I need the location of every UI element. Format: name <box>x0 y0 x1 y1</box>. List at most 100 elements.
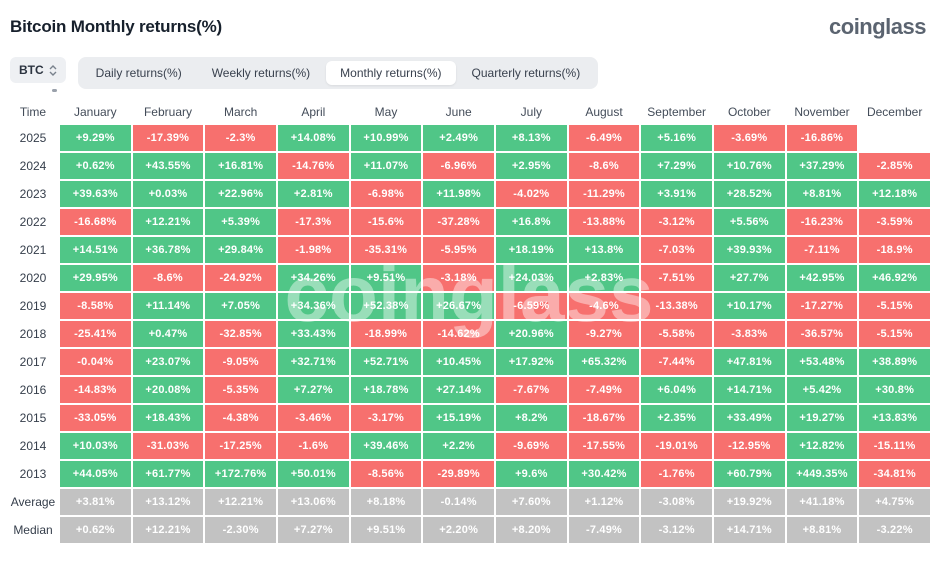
return-cell: +60.79% <box>713 461 785 487</box>
return-cell: +5.16% <box>641 125 712 151</box>
return-cell: +12.21% <box>132 209 204 235</box>
month-header-december: December <box>866 105 923 119</box>
tab-daily[interactable]: Daily returns(%) <box>95 66 182 80</box>
return-cell: -8.56% <box>350 461 422 487</box>
row-label: 2022 <box>19 215 47 229</box>
scroll-indicator-dot <box>52 89 57 92</box>
return-cell: +52.71% <box>350 349 422 375</box>
return-cell: +12.18% <box>859 181 930 207</box>
tab-weekly[interactable]: Weekly returns(%) <box>211 66 311 80</box>
row-label: 2021 <box>19 243 47 257</box>
table-row-2024: 2024 +0.62% +43.55% +16.81% -14.76% +11.07% -6… <box>8 153 930 179</box>
return-cell: +14.08% <box>277 125 349 151</box>
table-row-2021: 2021 +14.51% +36.78% +29.84% -1.98% -35.31% -5… <box>8 237 930 263</box>
row-label: Average <box>10 495 56 509</box>
month-header-may: May <box>374 105 398 119</box>
return-cell: +24.03% <box>495 265 567 291</box>
return-cell: +22.96% <box>205 181 276 207</box>
return-cell: +37.29% <box>786 153 858 179</box>
return-cell: +9.29% <box>60 125 131 151</box>
return-cell: +33.49% <box>713 405 785 431</box>
return-cell: -1.6% <box>277 433 349 459</box>
return-cell: +0.62% <box>60 517 131 543</box>
controls-bar: BTC Daily returns(%) Weekly returns(%) Mon… <box>10 57 928 92</box>
tab-monthly[interactable]: Monthly returns(%) <box>326 61 456 85</box>
return-cell: +11.98% <box>423 181 494 207</box>
return-cell: -31.03% <box>132 433 204 459</box>
tab-quarterly[interactable]: Quarterly returns(%) <box>471 66 581 80</box>
return-cell: -14.83% <box>60 377 131 403</box>
symbol-select[interactable]: BTC <box>10 57 66 83</box>
return-cell: +27.14% <box>423 377 494 403</box>
table-row-2015: 2015 -33.05% +18.43% -4.38% -3.46% -3.17% +15.… <box>8 405 930 431</box>
return-cell: +0.03% <box>132 181 204 207</box>
return-cell: -16.23% <box>786 209 858 235</box>
return-cell: +46.92% <box>859 265 930 291</box>
return-cell: +3.81% <box>60 489 131 515</box>
return-cell: +16.8% <box>495 209 567 235</box>
return-cell: +28.52% <box>713 181 785 207</box>
table-row-2017: 2017 -0.04% +23.07% -9.05% +32.71% +52.71% +10… <box>8 349 930 375</box>
return-cell: -14.76% <box>277 153 349 179</box>
return-cell: +2.83% <box>568 265 640 291</box>
return-cell: +61.77% <box>132 461 204 487</box>
table-row-2013: 2013 +44.05% +61.77% +172.76% +50.01% -8.56% -… <box>8 461 930 487</box>
return-cell: +11.14% <box>132 293 204 319</box>
return-cell: +10.03% <box>60 433 131 459</box>
return-cell: +5.39% <box>205 209 276 235</box>
return-cell: +10.45% <box>423 349 494 375</box>
table-row-average: Average +3.81% +13.12% +12.21% +13.06% +8.18%… <box>8 489 930 515</box>
return-cell: +23.07% <box>132 349 204 375</box>
return-cell: +9.51% <box>350 265 422 291</box>
table-row-2016: 2016 -14.83% +20.08% -5.35% +7.27% +18.78% +27… <box>8 377 930 403</box>
return-cell: -11.29% <box>568 181 640 207</box>
return-cell: +43.55% <box>132 153 204 179</box>
table-row-2023: 2023 +39.63% +0.03% +22.96% +2.81% -6.98% +11.… <box>8 181 930 207</box>
return-cell: +16.81% <box>205 153 276 179</box>
up-down-chevrons-icon <box>49 64 57 76</box>
return-cell: +26.67% <box>423 293 494 319</box>
return-cell: +10.17% <box>713 293 785 319</box>
return-cell: +7.60% <box>495 489 567 515</box>
return-cell: +2.20% <box>423 517 494 543</box>
return-cell: -9.05% <box>205 349 276 375</box>
table-row-2014: 2014 +10.03% -31.03% -17.25% -1.6% +39.46% +2.… <box>8 433 930 459</box>
return-cell: +36.78% <box>132 237 204 263</box>
month-header-july: July <box>520 105 542 119</box>
table-row-2018: 2018 -25.41% +0.47% -32.85% +33.43% -18.99% -1… <box>8 321 930 347</box>
return-cell: +5.56% <box>713 209 785 235</box>
row-label: 2018 <box>19 327 47 341</box>
return-cell: +53.48% <box>786 349 858 375</box>
return-cell: +11.07% <box>350 153 422 179</box>
return-cell: -6.96% <box>423 153 494 179</box>
return-cell: +14.71% <box>713 377 785 403</box>
return-cell: -3.83% <box>713 321 785 347</box>
return-cell: -3.17% <box>350 405 422 431</box>
return-cell: -6.49% <box>568 125 640 151</box>
return-cell: +34.36% <box>277 293 349 319</box>
return-cell: -3.12% <box>641 209 712 235</box>
return-cell: +13.12% <box>132 489 204 515</box>
return-cell: -2.85% <box>859 153 930 179</box>
return-cell: -24.92% <box>205 265 276 291</box>
return-cell: -17.25% <box>205 433 276 459</box>
return-cell: -3.69% <box>713 125 785 151</box>
return-cell: +7.05% <box>205 293 276 319</box>
return-cell: +10.99% <box>350 125 422 151</box>
return-cell: +30.8% <box>859 377 930 403</box>
return-cell: +7.27% <box>277 377 349 403</box>
return-cell: -7.49% <box>568 377 640 403</box>
return-cell: +9.6% <box>495 461 567 487</box>
return-cell: +2.95% <box>495 153 567 179</box>
return-cell: +38.89% <box>859 349 930 375</box>
return-cell: +2.49% <box>423 125 494 151</box>
return-cell: +18.78% <box>350 377 422 403</box>
return-cell: -13.38% <box>641 293 712 319</box>
return-cell: -0.14% <box>423 489 494 515</box>
return-cell: +10.76% <box>713 153 785 179</box>
return-cell: +14.71% <box>713 517 785 543</box>
return-cell: -17.27% <box>786 293 858 319</box>
return-cell: -3.12% <box>641 517 712 543</box>
return-cell: +7.27% <box>277 517 349 543</box>
return-cell: +47.81% <box>713 349 785 375</box>
